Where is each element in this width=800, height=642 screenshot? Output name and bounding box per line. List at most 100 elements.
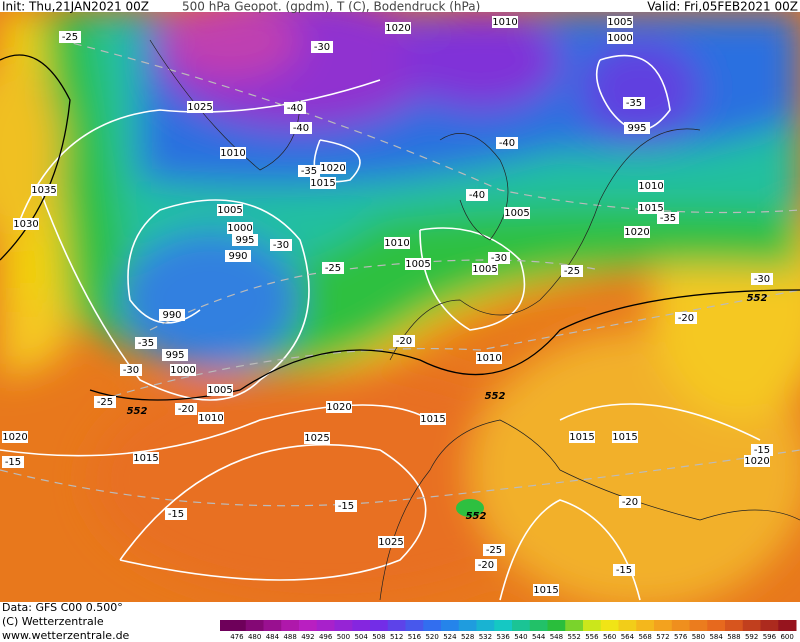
pressure-label-box <box>533 584 559 596</box>
pressure-label-box <box>220 147 246 159</box>
temperature-label-box <box>393 335 415 347</box>
temperature-label-box <box>613 564 635 576</box>
pressure-label-box <box>198 412 224 424</box>
colorbar-swatch <box>245 620 264 631</box>
pressure-label: 1035 <box>31 185 56 196</box>
colorbar-label: 592 <box>745 633 758 641</box>
colorbar-swatch <box>778 620 797 631</box>
colorbar-swatch <box>565 620 584 631</box>
pressure-label: 1005 <box>405 259 430 270</box>
colorbar-swatch <box>334 620 353 631</box>
temperature-label-box <box>496 137 518 149</box>
colorbar-swatch <box>352 620 371 631</box>
pressure-label-box <box>310 177 336 189</box>
colorbar-label: 548 <box>550 633 563 641</box>
temperature-label-box <box>335 500 357 512</box>
colorbar-label: 520 <box>425 633 438 641</box>
colorbar-swatch <box>405 620 424 631</box>
temperature-label: -15 <box>5 457 21 468</box>
colorbar-swatch <box>281 620 300 631</box>
temperature-label: -35 <box>660 213 676 224</box>
pressure-label-box <box>624 226 650 238</box>
temperature-label: -35 <box>301 166 317 177</box>
temperature-label-box <box>175 403 197 415</box>
temperature-label-box <box>2 456 24 468</box>
colorbar-swatch <box>671 620 690 631</box>
colorbar-swatch <box>316 620 335 631</box>
low-cell <box>456 499 484 517</box>
temperature-label-box <box>298 165 320 177</box>
temperature-label-box <box>751 273 773 285</box>
pressure-label-box <box>624 122 650 134</box>
temperature-label: -25 <box>486 545 502 556</box>
temperature-label: -25 <box>325 263 341 274</box>
colorbar-swatch <box>476 620 495 631</box>
temperature-label: -15 <box>168 509 184 520</box>
colorbar-swatch <box>654 620 673 631</box>
pressure-label-box <box>187 101 213 113</box>
colorbar-swatch <box>618 620 637 631</box>
colorbar-label: 588 <box>727 633 740 641</box>
colorbar-label: 508 <box>372 633 385 641</box>
temperature-label: -20 <box>478 560 494 571</box>
pressure-label: 1015 <box>533 585 558 596</box>
pressure-label: 1020 <box>385 23 410 34</box>
colorbar-swatch <box>458 620 477 631</box>
colorbar-swatch <box>263 620 282 631</box>
temperature-label: -35 <box>138 338 154 349</box>
temperature-label-box <box>94 396 116 408</box>
pressure-label-box <box>304 432 330 444</box>
temperature-label: -25 <box>564 266 580 277</box>
colorbar-swatch <box>742 620 761 631</box>
pressure-label: 990 <box>162 310 181 321</box>
temperature-label-box <box>311 41 333 53</box>
temperature-label-box <box>270 239 292 251</box>
colorbar-swatch <box>441 620 460 631</box>
pressure-label-box <box>612 431 638 443</box>
temperature-label: -40 <box>469 190 485 201</box>
colorbar-label: 528 <box>461 633 474 641</box>
temperature-label-box <box>290 122 312 134</box>
colorbar-label: 480 <box>248 633 261 641</box>
colorbar-label: 552 <box>567 633 580 641</box>
temperature-label-box <box>488 252 510 264</box>
pressure-label-box <box>159 309 185 321</box>
colorbar-label: 556 <box>585 633 599 641</box>
pressure-label: 1020 <box>326 402 351 413</box>
pressure-label: 995 <box>165 350 184 361</box>
pressure-label-box <box>607 16 633 28</box>
valid-time: Valid: Fri,05FEB2021 00Z <box>647 0 798 14</box>
pressure-label-box <box>405 258 431 270</box>
temperature-label-box <box>284 102 306 114</box>
pressure-label: 1010 <box>384 238 409 249</box>
geopotential-label: 552 <box>747 293 768 304</box>
pressure-label: 1020 <box>744 456 769 467</box>
map-field <box>0 12 800 602</box>
pressure-label: 1005 <box>217 205 242 216</box>
colorbar-label: 560 <box>603 633 616 641</box>
temperature-label-box <box>619 496 641 508</box>
pressure-label-box <box>385 22 411 34</box>
colorbar-label: 596 <box>763 633 777 641</box>
pressure-label: 1010 <box>492 17 517 28</box>
map-title: 500 hPa Geopot. (gpdm), T (C), Bodendruc… <box>182 0 480 14</box>
colorbar-label: 500 <box>337 633 350 641</box>
colorbar-label: 568 <box>638 633 651 641</box>
colorbar-label: 504 <box>354 633 368 641</box>
temperature-label-box <box>675 312 697 324</box>
pressure-label-box <box>2 431 28 443</box>
temperature-label: -20 <box>622 497 638 508</box>
colorbar-label: 492 <box>301 633 314 641</box>
temperature-label-box <box>322 262 344 274</box>
colorbar-swatch <box>600 620 619 631</box>
pressure-label: 1000 <box>227 223 252 234</box>
colorbar-label: 512 <box>390 633 403 641</box>
pressure-label: 1000 <box>170 365 195 376</box>
temperature-label-box <box>59 31 81 43</box>
pressure-label: 1010 <box>198 413 223 424</box>
temperature-label-box <box>165 508 187 520</box>
pressure-label-box <box>133 452 159 464</box>
pressure-label: 1015 <box>310 178 335 189</box>
pressure-label: 1005 <box>472 264 497 275</box>
